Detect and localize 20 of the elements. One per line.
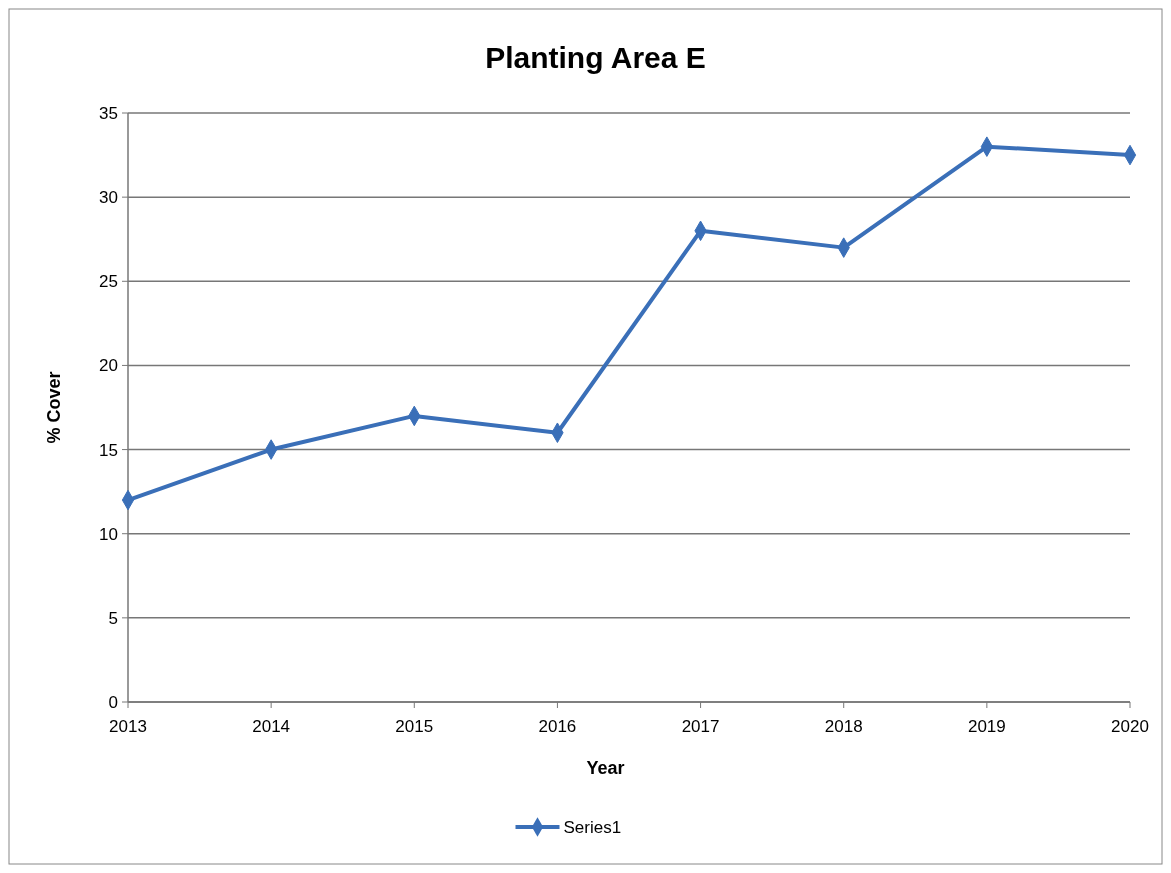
y-tick-label: 30 (99, 188, 118, 208)
x-axis-title: Year (586, 758, 625, 778)
y-tick-label: 10 (99, 524, 118, 544)
x-tick-label: 2015 (395, 717, 434, 736)
y-axis-title: % Cover (44, 371, 64, 444)
x-tick-label: 2019 (967, 717, 1006, 736)
x-tick-label: 2016 (538, 717, 577, 736)
y-tick-label: 0 (108, 692, 118, 712)
x-tick-label: 2017 (681, 717, 720, 736)
x-tick-label: 2020 (1111, 717, 1149, 736)
y-tick-label: 15 (99, 440, 118, 460)
legend-label: Series1 (563, 817, 622, 837)
x-tick-label: 2018 (824, 717, 863, 736)
x-tick-label: 2014 (252, 717, 291, 736)
y-tick-label: 25 (99, 272, 118, 292)
y-tick-label: 20 (99, 356, 118, 376)
y-tick-label: 5 (108, 608, 118, 628)
chart-title: Planting Area E (485, 41, 706, 74)
x-tick-label: 2013 (109, 717, 147, 736)
y-tick-label: 35 (99, 103, 118, 123)
